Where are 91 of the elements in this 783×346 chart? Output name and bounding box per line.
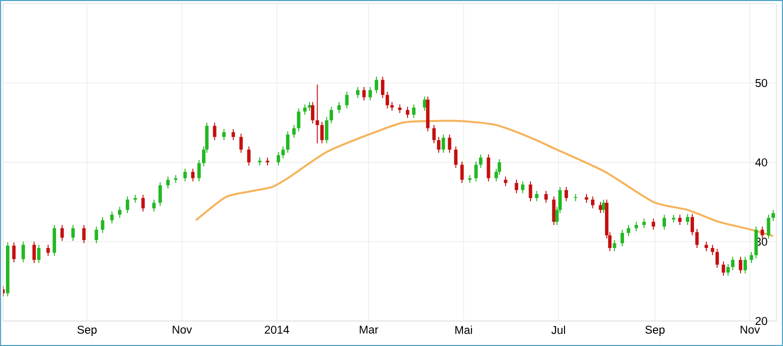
candlestick xyxy=(94,226,98,244)
x-tick-label: Jul xyxy=(551,326,565,334)
candlestick xyxy=(598,202,602,214)
candlestick xyxy=(750,251,754,264)
x-tick-label: 2014 xyxy=(264,326,290,334)
candlestick xyxy=(766,214,770,239)
candlestick xyxy=(460,161,464,184)
candlestick xyxy=(591,196,594,209)
candlestick xyxy=(368,86,372,101)
candlestick xyxy=(686,213,690,226)
candlestick xyxy=(316,84,320,144)
candlestick xyxy=(386,91,390,109)
candlestick xyxy=(731,256,734,271)
candlestick xyxy=(743,256,747,274)
candlestick xyxy=(247,146,251,166)
y-tick-label: 50 xyxy=(755,78,768,88)
candlestick xyxy=(626,224,630,237)
candlestick xyxy=(12,242,16,263)
x-tick-label: Mar xyxy=(360,326,378,334)
x-tick-label: Nov xyxy=(172,326,192,334)
candlestick xyxy=(544,190,548,204)
candlestick xyxy=(722,261,726,276)
x-tick-label: Mai xyxy=(455,326,472,334)
candlestick xyxy=(504,176,508,187)
candlestick xyxy=(183,168,187,182)
candlestick xyxy=(678,214,682,226)
x-tick-label: Nov xyxy=(740,326,760,334)
candlestick xyxy=(374,76,378,94)
candlestick xyxy=(362,86,366,101)
candlestick xyxy=(222,128,226,141)
x-tick-label: Sep xyxy=(645,326,665,336)
candlestick xyxy=(564,186,568,202)
candlestick xyxy=(356,86,360,99)
candlestick xyxy=(37,244,41,264)
candlestick xyxy=(442,134,446,154)
candlestick xyxy=(345,91,349,109)
candlestick xyxy=(232,128,236,141)
candlestick xyxy=(281,146,285,159)
candlestick xyxy=(100,216,104,234)
candlestick xyxy=(436,136,440,154)
candlestick xyxy=(772,209,775,222)
candlestick xyxy=(634,221,638,232)
candlestick xyxy=(158,182,162,206)
candlestick xyxy=(478,154,482,168)
candlestick xyxy=(276,152,280,166)
candlestick xyxy=(292,124,296,138)
candlestick xyxy=(60,224,64,242)
candlestick xyxy=(690,213,694,236)
candlestick xyxy=(82,224,86,244)
candlestick xyxy=(406,106,410,118)
candlestick xyxy=(239,133,243,154)
candlestick xyxy=(337,102,341,114)
candlestick xyxy=(704,241,708,252)
candlestick xyxy=(152,199,156,212)
candlestick xyxy=(662,214,666,230)
candlestick xyxy=(324,116,328,144)
candlestick xyxy=(612,240,616,252)
candlestick xyxy=(141,194,145,212)
line-series xyxy=(194,120,774,238)
y-tick-label: 40 xyxy=(755,158,768,166)
candlestick xyxy=(726,263,730,276)
candlestick xyxy=(652,218,656,230)
candlestick xyxy=(738,256,742,274)
candlestick xyxy=(695,228,699,248)
candlestick xyxy=(191,168,195,182)
candlestick xyxy=(22,241,25,263)
candlestick xyxy=(32,241,36,264)
candlestick xyxy=(760,226,764,239)
candlestick xyxy=(303,104,307,116)
candlestick xyxy=(454,146,458,168)
y-tick-label: 20 xyxy=(756,316,768,325)
x-tick-label: Sep xyxy=(77,326,97,336)
candlestick xyxy=(286,130,290,154)
candlestick xyxy=(620,229,624,247)
candlestick xyxy=(166,176,170,189)
candlestick xyxy=(110,211,114,224)
candlestick xyxy=(534,190,538,202)
candlestick xyxy=(642,218,646,229)
candlestick xyxy=(715,248,719,268)
candlestick xyxy=(552,196,556,226)
candlestick xyxy=(412,104,416,118)
candlestick xyxy=(380,76,384,99)
candlestick xyxy=(46,244,50,256)
candlestick xyxy=(330,106,334,124)
candlestick xyxy=(520,180,524,194)
candlestick xyxy=(310,102,314,124)
candlestick xyxy=(197,159,201,182)
candlestick xyxy=(448,134,452,154)
candlestick xyxy=(212,122,216,141)
candlestick xyxy=(296,108,300,132)
candlestick xyxy=(118,206,122,218)
